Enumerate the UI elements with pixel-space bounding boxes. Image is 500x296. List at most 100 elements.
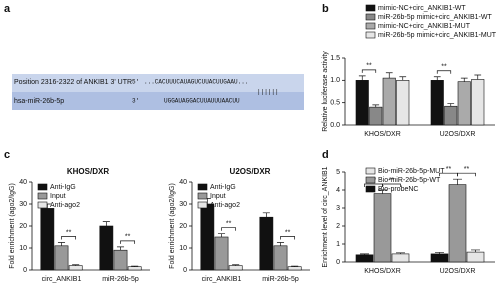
x-tick-label: U2OS/DXR <box>440 131 476 138</box>
bar <box>68 265 83 271</box>
bar <box>355 80 369 126</box>
bar <box>127 266 142 271</box>
y-tick-label: 1 <box>336 241 340 248</box>
bar <box>287 266 302 271</box>
alignment-header: Position 2316-2322 of ANKIB1 3' UTR <box>14 79 132 86</box>
legend-swatch <box>197 192 208 200</box>
bar <box>444 105 458 126</box>
y-tick-label: 0 <box>183 267 187 274</box>
x-tick-label: circ_ANKIB1 <box>42 276 82 283</box>
significance-bracket <box>280 236 296 240</box>
legend-label: mimic-NC+circ_ANKIB1-WT <box>378 5 466 12</box>
bar <box>382 77 396 126</box>
error-bar <box>131 265 139 267</box>
alignment-row <box>12 92 304 110</box>
x-tick-label: KHOS/DXR <box>364 268 401 275</box>
legend-label: Bio-miR-26b-5p-MUT <box>378 168 445 175</box>
chart-title: U2OS/DXR <box>230 167 271 176</box>
bar <box>273 245 288 271</box>
bar <box>40 208 55 271</box>
bar <box>369 106 383 126</box>
y-tick-label: 1.5 <box>330 55 340 62</box>
legend-label: Anti-IgG <box>50 184 76 191</box>
error-bar <box>360 253 369 255</box>
y-tick-label: 5 <box>336 169 340 176</box>
error-bar <box>102 221 110 226</box>
significance-label: ** <box>366 63 372 70</box>
bar <box>113 249 128 271</box>
error-bar <box>453 178 462 185</box>
legend-label: miR-26b-5p mimic+circ_ANKIB1-MUT <box>378 32 497 39</box>
error-bar <box>262 212 270 218</box>
bar <box>99 225 114 271</box>
bar <box>259 216 274 271</box>
significance-label: ** <box>389 177 395 184</box>
significance-label: ** <box>446 166 452 173</box>
x-tick-label: miR-26b-5p <box>102 276 139 283</box>
significance-bracket <box>221 227 237 231</box>
bar <box>396 80 410 126</box>
y-axis-title: Relative luciferase activity <box>322 51 329 132</box>
bar <box>430 253 449 263</box>
legend-label: Input <box>210 193 226 200</box>
error-bar <box>399 76 407 81</box>
significance-label: ** <box>125 234 131 241</box>
error-bar <box>474 74 482 80</box>
legend-label: Anti-IgG <box>210 184 236 191</box>
panel-letter: a <box>4 3 11 15</box>
target-seq: ...CACUUUCAUAGUCUUACUUGAAU... <box>144 79 248 86</box>
legend-swatch <box>37 183 48 191</box>
error-bar <box>72 264 80 266</box>
y-tick-label: 10 <box>19 245 27 252</box>
y-tick-label: 1.0 <box>330 77 340 84</box>
y-axis-title: Fold enrichment (ago2/IgG) <box>169 183 176 269</box>
bar <box>200 203 215 271</box>
legend-label: Input <box>50 193 66 200</box>
legend-swatch <box>197 201 208 209</box>
significance-bracket <box>61 236 77 240</box>
significance-bracket <box>436 70 452 74</box>
legend-swatch <box>365 167 376 175</box>
legend-label: mimic-NC+circ_ANKIB1-MUT <box>378 23 471 30</box>
error-bar <box>291 265 299 267</box>
y-tick-label: 0 <box>336 259 340 266</box>
error-bar <box>435 252 444 254</box>
legend-swatch <box>365 176 376 184</box>
y-tick-label: 0.0 <box>330 122 340 129</box>
bar <box>54 245 69 271</box>
bar <box>228 265 243 271</box>
bar <box>355 254 374 263</box>
legend-swatch <box>365 31 376 39</box>
chart-title: KHOS/DXR <box>67 167 109 176</box>
x-tick-label: miR-26b-5p <box>262 276 299 283</box>
y-tick-label: 2 <box>336 223 340 230</box>
legend-swatch <box>365 22 376 30</box>
y-tick-label: 10 <box>179 245 187 252</box>
x-tick-label: circ_ANKIB1 <box>202 276 242 283</box>
bar <box>373 193 392 263</box>
bar <box>214 236 229 271</box>
legend-swatch <box>37 201 48 209</box>
y-tick-label: 30 <box>179 201 187 208</box>
error-bar <box>217 233 226 237</box>
error-bar <box>460 77 468 82</box>
y-axis-title: Fold enrichment (ago2/IgG) <box>9 183 16 269</box>
y-tick-label: 20 <box>19 223 27 230</box>
significance-label: ** <box>66 229 72 236</box>
error-bar <box>276 242 285 246</box>
bar <box>466 251 485 263</box>
y-tick-label: 0 <box>23 267 27 274</box>
panel-letter: c <box>4 149 10 161</box>
significance-label: ** <box>226 221 232 228</box>
legend-swatch <box>365 185 376 193</box>
mirna-seq: UGGAUAGGACUUAUUUAACUU <box>164 98 240 105</box>
mirna-end: 3' <box>132 98 139 105</box>
significance-bracket <box>382 183 401 187</box>
y-tick-label: 3 <box>336 205 340 212</box>
panel-letter: b <box>322 3 329 15</box>
mirna-name: hsa-miR-26b-5p <box>14 98 64 105</box>
error-bar <box>358 75 366 81</box>
significance-label: ** <box>464 166 470 173</box>
legend-label: Anti-ago2 <box>50 202 80 209</box>
y-tick-label: 4 <box>336 187 340 194</box>
